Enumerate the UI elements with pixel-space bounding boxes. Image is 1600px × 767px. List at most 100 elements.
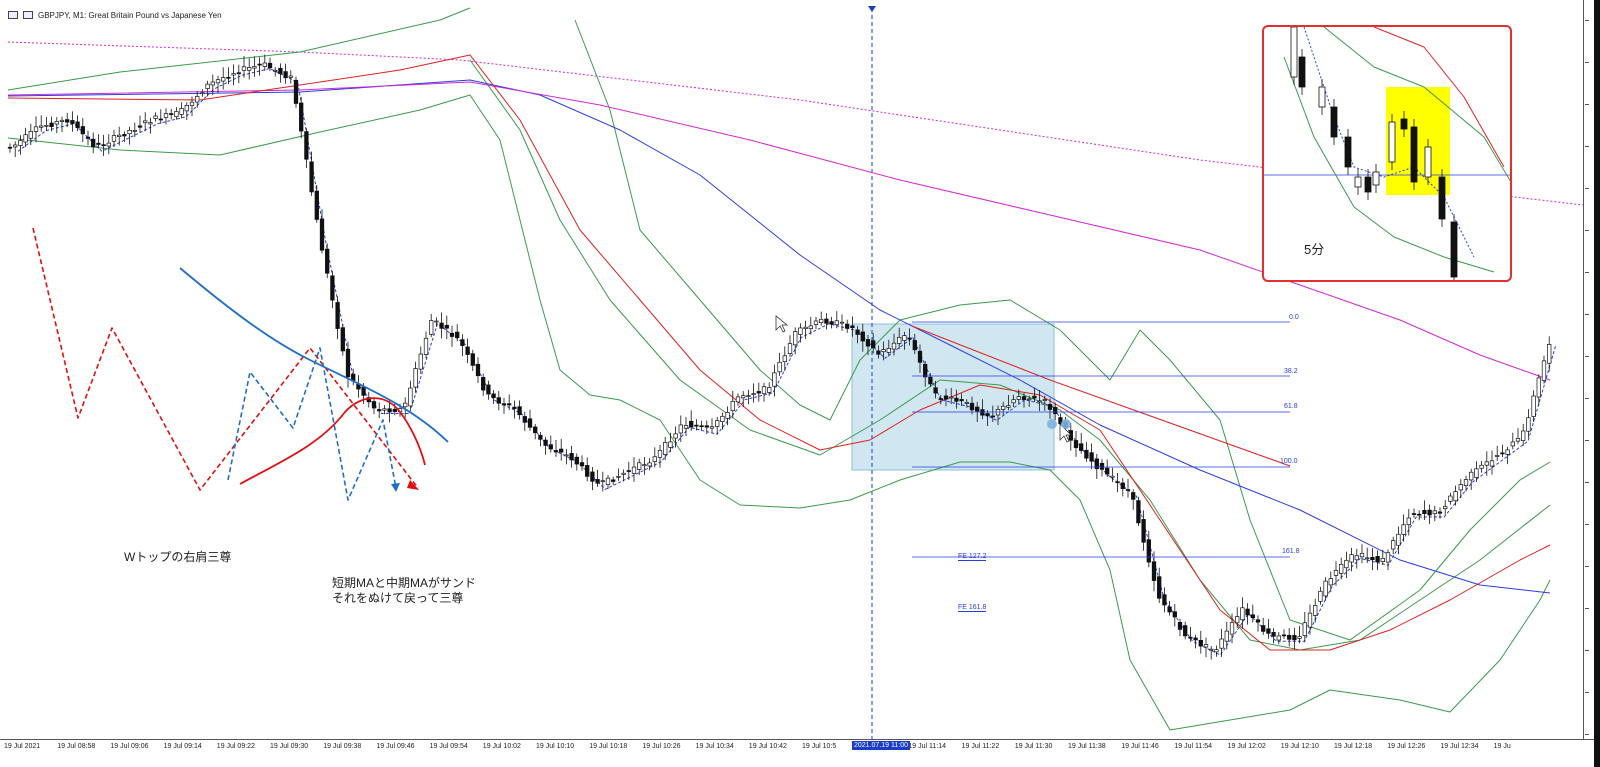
candle-body	[585, 465, 590, 477]
candle-body	[1474, 468, 1479, 478]
inset-candle-body	[1450, 221, 1458, 278]
candle-body	[1214, 649, 1219, 653]
candle-body	[1271, 632, 1276, 637]
candle-body	[1011, 399, 1016, 404]
candle-body	[1365, 557, 1370, 560]
candle-body	[845, 323, 850, 329]
candle-body	[91, 138, 96, 148]
chart-icon[interactable]	[23, 11, 33, 19]
candle-body	[1058, 417, 1063, 424]
candle-body	[1250, 614, 1255, 619]
candle-body	[106, 142, 111, 147]
candle-body	[65, 119, 70, 123]
candle-body	[611, 479, 616, 482]
candle-body	[1359, 553, 1365, 558]
candle-body	[382, 408, 387, 411]
candle-body	[522, 416, 527, 423]
inset-candle-body	[1372, 171, 1380, 186]
time-tick-label: 19 Jul 09:06	[110, 743, 149, 750]
candle-body	[761, 386, 767, 395]
candle-body	[1287, 634, 1292, 640]
candle-body	[694, 424, 699, 427]
price-tick	[1585, 62, 1589, 63]
candle-body	[1380, 557, 1385, 562]
fib-level-161: 161.8	[1282, 548, 1300, 555]
candle-body	[647, 462, 652, 467]
candle-body	[226, 76, 231, 79]
candle-body	[278, 67, 283, 75]
candle-body	[772, 372, 777, 387]
red-solid-curve	[239, 397, 426, 485]
title-bar: GBPJPY, M1: Great Britain Pound vs Japan…	[8, 8, 222, 22]
price-tick	[1585, 734, 1589, 735]
price-chart[interactable]	[0, 0, 1583, 739]
candle-body	[1453, 491, 1458, 502]
candle-body	[309, 161, 314, 193]
time-tick-label: 19 Jul 10:02	[482, 743, 521, 750]
candle-body	[247, 67, 252, 71]
candle-body	[1229, 622, 1235, 635]
candle-body	[1193, 637, 1198, 641]
candle-body	[184, 105, 189, 112]
candle-body	[1016, 396, 1021, 400]
time-tick-label: 19 Jul 11:22	[961, 743, 1000, 750]
candle-body	[481, 376, 486, 391]
candle-body	[408, 387, 413, 407]
candle-body	[590, 471, 595, 482]
price-tick	[1585, 188, 1589, 189]
candle-body	[850, 325, 855, 329]
ma-mid-red	[7, 54, 1551, 651]
candle-body	[195, 96, 200, 103]
candle-body	[1042, 399, 1047, 401]
candle-body	[912, 340, 917, 351]
fe-127-label: FE 127.2	[958, 553, 987, 561]
candle-body	[1131, 492, 1136, 500]
candle-body	[371, 401, 377, 409]
candle-body	[1536, 377, 1541, 398]
time-tick-label: 19 Jul 11:38	[1068, 743, 1106, 750]
candle-body	[252, 66, 257, 69]
candle-body	[1105, 467, 1110, 475]
candle-body	[767, 387, 772, 393]
time-tick-label: 19 Jul 10:26	[642, 743, 681, 750]
candle-body	[741, 395, 746, 399]
candle-body	[205, 83, 210, 89]
candle-body	[1172, 611, 1177, 618]
candle-body	[756, 391, 761, 394]
candle-body	[730, 400, 735, 411]
candle-body	[340, 327, 345, 352]
candle-body	[1505, 449, 1510, 455]
window-icon[interactable]	[8, 11, 18, 19]
candle-body	[403, 402, 408, 408]
time-tick-label: 19 Jul 12:02	[1227, 743, 1266, 750]
candle-body	[7, 146, 13, 149]
candle-body	[18, 140, 23, 146]
candle-body	[1136, 500, 1141, 524]
candle-body	[569, 453, 574, 461]
candle-body	[1463, 479, 1469, 487]
candle-body	[1073, 440, 1079, 449]
candle-body	[1240, 607, 1245, 621]
price-tick	[1585, 314, 1589, 315]
candle-body	[325, 248, 330, 274]
inset-candle-body	[1298, 56, 1306, 88]
time-tick-label: 19 Jul 12:34	[1440, 743, 1479, 750]
candle-body	[85, 136, 91, 139]
time-axis[interactable]: 19 Jul 2021 19 Jul 08:58 19 Jul 09:06 19 Ju…	[0, 739, 1594, 758]
candle-body	[1489, 460, 1495, 467]
candle-body	[1094, 458, 1099, 470]
candle-body	[153, 115, 158, 119]
price-axis[interactable]	[1583, 0, 1595, 739]
candle-body	[423, 337, 429, 355]
wtop-annotation: Wトップの右肩三尊	[124, 550, 232, 564]
candle-body	[1541, 360, 1547, 381]
candle-body	[33, 126, 39, 132]
bollinger-middle	[469, 59, 1551, 651]
candle-body	[80, 126, 85, 135]
candle-body	[1495, 455, 1500, 457]
candle-body	[1354, 555, 1359, 561]
candle-body	[137, 125, 143, 128]
candle-body	[923, 363, 928, 378]
candle-body	[148, 122, 153, 125]
candle-body	[527, 418, 533, 428]
